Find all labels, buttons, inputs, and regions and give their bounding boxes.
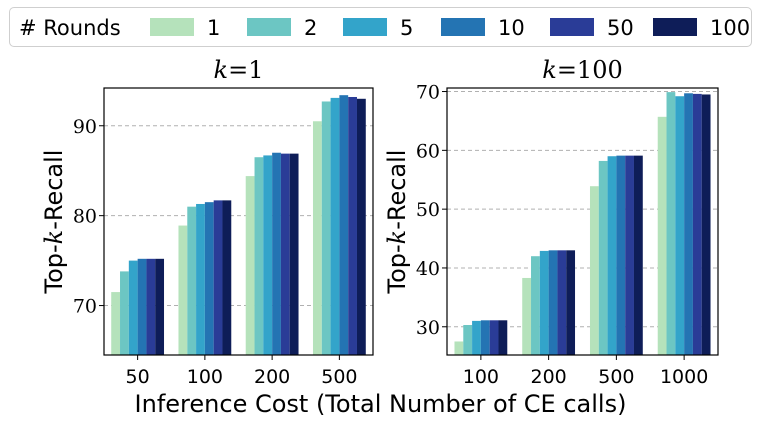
legend-label: 5 bbox=[400, 16, 414, 40]
bar-200-rounds-10 bbox=[272, 152, 281, 355]
bar-200-rounds-50 bbox=[557, 250, 567, 355]
legend-label: 10 bbox=[498, 16, 525, 40]
bar-200-rounds-100 bbox=[566, 250, 576, 355]
bar-200-rounds-2 bbox=[254, 157, 264, 355]
legend-label: 50 bbox=[607, 16, 634, 40]
bar-100-rounds-50 bbox=[489, 320, 499, 355]
bar-50-rounds-10 bbox=[137, 258, 147, 355]
bar-500-rounds-2 bbox=[598, 160, 608, 355]
bar-500-rounds-5 bbox=[607, 156, 617, 355]
bar-200-rounds-5 bbox=[263, 155, 273, 355]
x-tick-label: 100 bbox=[187, 366, 223, 388]
legend-swatch bbox=[653, 18, 697, 36]
bar-500-rounds-50 bbox=[348, 96, 357, 356]
chart-panel-2: 100 200 500 1000 30 40 50 60 70 k=100 Top-k-Recall bbox=[383, 56, 719, 388]
bar-200-rounds-10 bbox=[548, 250, 558, 355]
bar-100-rounds-5 bbox=[196, 203, 205, 355]
y-tick-label: 90 bbox=[73, 116, 97, 138]
x-tick-label: 500 bbox=[321, 366, 357, 388]
bar-200-rounds-100 bbox=[289, 153, 299, 355]
bar-200-rounds-5 bbox=[539, 250, 549, 355]
legend-swatch bbox=[150, 18, 194, 36]
bar-200-rounds-1 bbox=[522, 277, 532, 355]
bar-100-rounds-100 bbox=[222, 200, 232, 355]
legend-label: 100 bbox=[710, 16, 751, 40]
bar-500-rounds-10 bbox=[616, 155, 626, 355]
bar-200-rounds-50 bbox=[280, 153, 290, 355]
x-tick-label: 200 bbox=[530, 366, 566, 388]
bar-500-rounds-100 bbox=[633, 155, 643, 355]
bar-500-rounds-2 bbox=[321, 101, 331, 355]
bar-50-rounds-5 bbox=[128, 260, 138, 355]
legend-swatch bbox=[247, 18, 291, 36]
legend-swatch bbox=[550, 18, 594, 36]
y-tick-label: 50 bbox=[416, 199, 440, 221]
chart-title: k=100 bbox=[542, 56, 622, 84]
plot-frame bbox=[103, 87, 374, 356]
bar-100-rounds-5 bbox=[472, 320, 481, 355]
chart-panel-1: 50 100 200 500 70 80 90 k=1 Top-k-Recall bbox=[40, 56, 374, 388]
x-tick-label: 200 bbox=[254, 366, 290, 388]
bar-500-rounds-5 bbox=[330, 97, 340, 355]
y-tick-label: 60 bbox=[416, 140, 440, 162]
x-tick-label: 500 bbox=[598, 366, 634, 388]
bar-1000-rounds-100 bbox=[701, 94, 711, 355]
bar-50-rounds-2 bbox=[120, 271, 129, 355]
legend-swatch bbox=[441, 18, 485, 36]
bar-100-rounds-50 bbox=[213, 200, 223, 355]
bar-500-rounds-1 bbox=[312, 121, 322, 355]
bar-1000-rounds-10 bbox=[684, 93, 693, 355]
legend-label: 1 bbox=[207, 16, 221, 40]
bar-100-rounds-10 bbox=[480, 320, 490, 355]
legend-swatch bbox=[343, 18, 387, 36]
bar-1000-rounds-1 bbox=[657, 116, 667, 355]
bar-100-rounds-2 bbox=[187, 206, 197, 355]
bar-1000-rounds-5 bbox=[675, 96, 685, 355]
bar-500-rounds-100 bbox=[356, 98, 366, 355]
bar-100-rounds-2 bbox=[463, 325, 473, 355]
bar-1000-rounds-50 bbox=[692, 93, 702, 355]
bar-200-rounds-1 bbox=[245, 176, 255, 355]
plot-frame bbox=[446, 87, 719, 356]
x-tick-label: 50 bbox=[126, 366, 150, 388]
y-axis-label: Top-k-Recall bbox=[383, 150, 411, 295]
y-tick-label: 70 bbox=[416, 82, 440, 104]
y-tick-label: 70 bbox=[73, 296, 97, 318]
bar-100-rounds-10 bbox=[204, 202, 214, 355]
bar-500-rounds-1 bbox=[589, 186, 599, 355]
x-tick-label: 1000 bbox=[660, 366, 708, 388]
y-tick-label: 40 bbox=[416, 258, 440, 280]
bar-100-rounds-100 bbox=[498, 320, 508, 355]
x-tick-label: 100 bbox=[463, 366, 499, 388]
x-axis-label: Inference Cost (Total Number of CE calls… bbox=[134, 390, 627, 418]
bar-50-rounds-50 bbox=[146, 258, 156, 355]
bar-1000-rounds-2 bbox=[666, 92, 676, 356]
y-tick-label: 80 bbox=[73, 206, 97, 228]
bar-50-rounds-100 bbox=[155, 258, 165, 355]
legend: # Rounds 1 2 5 10 50 100 bbox=[9, 7, 752, 47]
y-tick-label: 30 bbox=[416, 317, 440, 339]
bar-100-rounds-1 bbox=[454, 341, 464, 355]
y-axis-label: Top-k-Recall bbox=[40, 150, 68, 295]
bar-500-rounds-10 bbox=[339, 95, 349, 355]
chart-title: k=1 bbox=[214, 56, 264, 84]
legend-label: 2 bbox=[304, 16, 318, 40]
bar-50-rounds-1 bbox=[111, 292, 121, 355]
bar-100-rounds-1 bbox=[178, 225, 188, 355]
bar-200-rounds-2 bbox=[531, 256, 540, 355]
bar-500-rounds-50 bbox=[625, 155, 634, 355]
legend-title: # Rounds bbox=[19, 16, 121, 40]
